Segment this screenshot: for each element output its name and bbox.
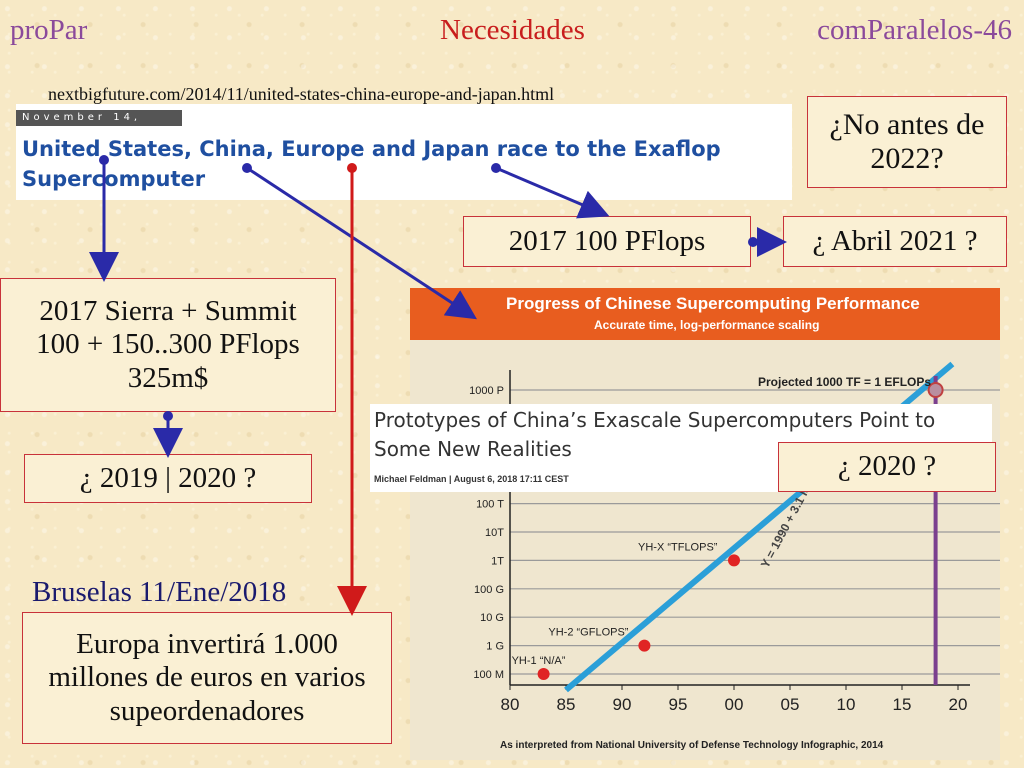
data-point-label: YH-1 “N/A” xyxy=(512,655,566,667)
x-tick-label: 15 xyxy=(893,695,912,714)
data-point xyxy=(927,382,944,398)
slide-title: Necesidades xyxy=(440,14,585,46)
arrow-pflops-to-abril xyxy=(748,227,787,257)
x-tick-label: 90 xyxy=(613,695,632,714)
year-2019-2020-box: ¿ 2019 | 2020 ? xyxy=(24,454,312,503)
projection-label: Projected 1000 TF = 1 EFLOPs xyxy=(758,375,931,389)
chart-footer: As interpreted from National University … xyxy=(500,740,884,751)
header-right: comParalelos-46 xyxy=(817,14,1012,46)
sierra-summit-line-1: 2017 Sierra + Summit xyxy=(39,294,297,327)
x-tick-label: 00 xyxy=(725,695,744,714)
y-tick-label: 10 G xyxy=(480,612,504,624)
x-tick-label: 05 xyxy=(781,695,800,714)
y-tick-label: 1 G xyxy=(486,641,504,653)
data-point-label: YH-2 “GFLOPS” xyxy=(548,627,628,639)
europa-box: Europa invertirá 1.000 millones de euros… xyxy=(22,612,392,744)
chart-plot: 100 M 1 G 10 G 100 G 1T 10T 100 T 1000 P 80 85 90 9… xyxy=(469,361,1000,751)
chart-subtitle: Accurate time, log-performance scaling xyxy=(594,318,820,332)
y-tick-label: 1000 P xyxy=(469,385,504,397)
x-tick-label: 80 xyxy=(501,695,520,714)
chart-header: Progress of Chinese Supercomputing Perfo… xyxy=(410,288,1000,340)
source-url[interactable]: nextbigfuture.com/2014/11/united-states-… xyxy=(48,84,555,104)
data-point xyxy=(537,668,550,680)
news-title: United States, China, Europe and Japan r… xyxy=(22,137,721,191)
header-left: proPar xyxy=(10,14,88,46)
chart-title: Progress of Chinese Supercomputing Perfo… xyxy=(506,294,920,313)
y-tick-label: 100 M xyxy=(473,669,504,681)
news-date: November 14, 2014 xyxy=(22,112,142,139)
data-point xyxy=(638,639,651,652)
sierra-summit-box: 2017 Sierra + Summit 100 + 150..300 PFlo… xyxy=(0,278,336,412)
bruselas-label: Bruselas 11/Ene/2018 xyxy=(32,576,287,608)
article-byline: Michael Feldman | August 6, 2018 17:11 C… xyxy=(374,474,569,484)
x-tick-label: 20 xyxy=(949,695,968,714)
news-banner: November 14, 2014 United States, China, … xyxy=(16,104,792,200)
y-tick-label: 10T xyxy=(485,527,504,539)
arrow-europe-to-europa xyxy=(337,163,367,616)
year-2020-box: ¿ 2020 ? xyxy=(778,442,996,492)
article-title: Prototypes of China’s Exascale Supercomp… xyxy=(374,408,936,461)
sierra-summit-line-2: 100 + 150..300 PFlops xyxy=(36,328,300,361)
y-tick-label: 100 G xyxy=(474,584,504,596)
y-tick-label: 1T xyxy=(491,555,504,567)
arrow-sierra-to-2019 xyxy=(153,411,183,458)
chart-panel: Progress of Chinese Supercomputing Perfo… xyxy=(410,288,1000,760)
pflops-2017-box: 2017 100 PFlops xyxy=(463,216,751,267)
x-tick-label: 95 xyxy=(669,695,688,714)
sierra-summit-line-3: 325m$ xyxy=(127,361,209,394)
no-antes-box: ¿No antes de 2022? xyxy=(807,96,1007,188)
abril-2021-box: ¿ Abril 2021 ? xyxy=(783,216,1007,267)
x-tick-label: 10 xyxy=(837,695,856,714)
y-tick-label: 100 T xyxy=(476,499,504,511)
news-date-strip: November 14, 2014 xyxy=(16,110,182,139)
data-point-label: YH-X “TFLOPS” xyxy=(638,541,718,553)
data-point xyxy=(728,554,740,567)
x-tick-label: 85 xyxy=(557,695,576,714)
